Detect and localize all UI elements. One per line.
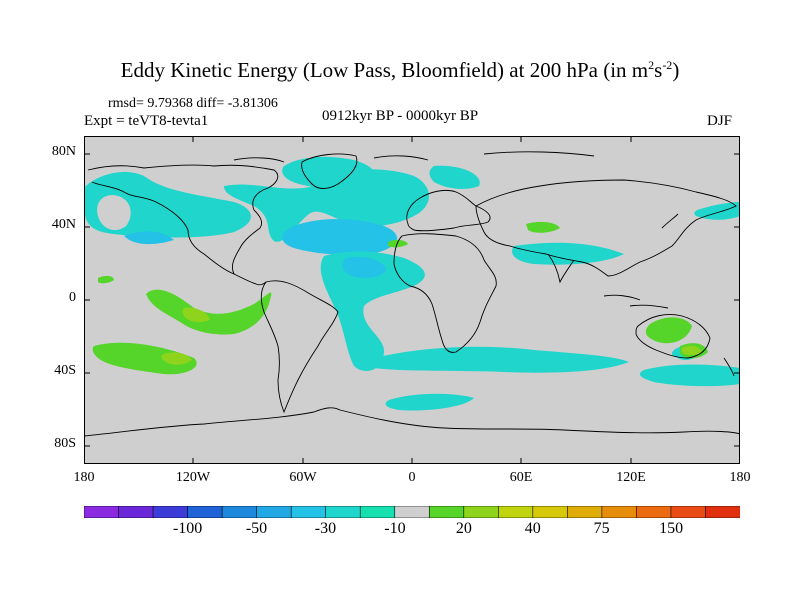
contour-aus-pos	[645, 317, 692, 344]
contour-satl-core	[342, 256, 386, 278]
colorbar-label: -30	[314, 520, 337, 537]
contour-npac-e	[694, 202, 740, 220]
coast-north-america	[87, 164, 279, 275]
coast-africa	[393, 233, 497, 353]
contour-pac-pos	[146, 289, 272, 335]
colorbar-swatch	[221, 506, 258, 518]
coast-indonesia	[603, 294, 669, 309]
tick-marks	[84, 136, 740, 464]
plot-title: Eddy Kinetic Energy (Low Pass, Bloomfiel…	[120, 58, 680, 82]
coast-europe	[406, 189, 491, 232]
colorbar-swatch	[532, 506, 568, 518]
colorbar-swatch	[567, 506, 603, 518]
lon-label-0: 0	[408, 470, 416, 485]
coast-greenland	[301, 153, 358, 189]
contour-asia	[512, 242, 624, 265]
contour-npac-ring-hole	[97, 195, 131, 231]
contour-spac-pos-core2	[182, 307, 210, 323]
colorbar	[84, 506, 740, 518]
colorbar-swatch	[636, 506, 672, 518]
coast-japan	[661, 213, 679, 229]
contour-aus-pos3	[682, 345, 702, 355]
stats-text: rmsd= 9.79368 diff= -3.81306	[108, 96, 278, 111]
eke-map	[84, 136, 740, 464]
contour-spac-pos-core	[161, 352, 192, 365]
coast-asia	[475, 179, 737, 277]
colorbar-swatch	[256, 506, 292, 518]
lat-label-0: 0	[69, 290, 76, 305]
colorbar-swatch	[118, 506, 154, 518]
colorbar-swatch	[463, 506, 499, 518]
coast-central-america	[233, 273, 267, 286]
season-label: DJF	[707, 113, 733, 129]
coast-new-zealand	[723, 357, 735, 377]
contour-satl	[320, 251, 425, 371]
contour-eurasia	[429, 165, 480, 189]
contour-natl-core2	[282, 219, 398, 255]
colorbar-swatch	[394, 506, 430, 518]
colorbar-swatch	[290, 506, 327, 518]
colorbar-label: -10	[384, 520, 406, 537]
anomaly-contours	[84, 156, 740, 411]
contour-spac-pos	[92, 342, 197, 375]
colorbar-label: 40	[524, 520, 541, 537]
colorbar-swatch	[498, 506, 534, 518]
lat-label-80s: 80S	[54, 436, 76, 451]
contour-southern3	[385, 393, 474, 411]
lon-label-120w: 120W	[175, 470, 211, 485]
coastlines	[84, 151, 740, 437]
contour-pac-pos-small	[98, 275, 114, 284]
colorbar-swatch	[670, 506, 707, 518]
lon-label-60e: 60E	[509, 470, 533, 485]
contour-npac-core	[124, 231, 174, 245]
colorbar-swatch	[325, 506, 361, 518]
colorbar-swatch	[705, 506, 740, 518]
contour-greenland	[282, 156, 375, 189]
lat-label-80n: 80N	[51, 144, 76, 159]
lon-label-180e: 180	[729, 470, 751, 485]
lon-label-180w: 180	[73, 470, 95, 485]
colorbar-label: 20	[455, 520, 472, 537]
contour-med-pos	[388, 239, 408, 248]
colorbar-swatch	[187, 506, 223, 518]
contour-asia-pos	[526, 221, 560, 233]
lat-label-40s: 40S	[54, 363, 76, 378]
contour-southern2	[366, 346, 629, 373]
lon-label-120e: 120E	[616, 470, 646, 485]
colorbar-label: 150	[659, 520, 684, 537]
lon-label-60w: 60W	[289, 470, 317, 485]
colorbar-swatch	[601, 506, 638, 518]
coast-australia	[635, 314, 711, 359]
coast-arctic	[233, 151, 595, 163]
colorbar-swatch	[84, 506, 120, 518]
lat-label-40n: 40N	[51, 217, 76, 232]
colorbar-label: -50	[245, 520, 268, 537]
colorbar-label: -100	[172, 520, 203, 537]
colorbar-label: 75	[593, 520, 610, 537]
experiment-label: Expt = teVT8-tevta1	[84, 113, 209, 129]
contour-southern4	[639, 364, 740, 387]
colorbar-swatch	[428, 506, 465, 518]
contour-natl	[224, 169, 429, 242]
period-label: 0912kyr BP - 0000kyr BP	[321, 108, 479, 124]
colorbar-swatch	[152, 506, 189, 518]
coast-antarctica	[84, 407, 740, 437]
coast-south-america	[260, 280, 339, 414]
coast-india	[547, 253, 575, 284]
colorbar-swatch	[359, 506, 396, 518]
